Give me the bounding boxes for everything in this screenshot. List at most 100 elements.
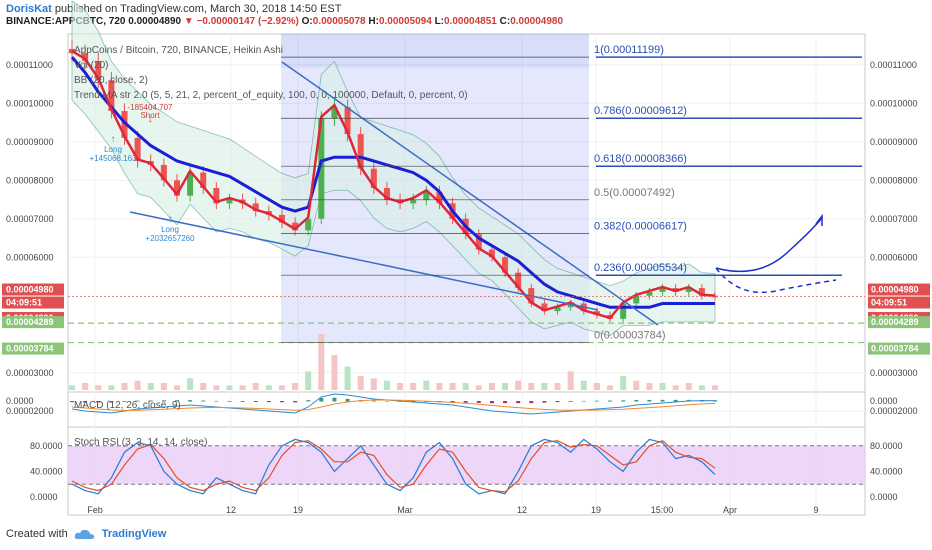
projection-up-arrow	[715, 217, 823, 273]
y-tick-label-left: 0.00011000	[6, 60, 53, 70]
signal-label: Long	[161, 225, 179, 234]
level-a-tag-left-bg	[2, 316, 64, 329]
macd-histogram-bar	[411, 401, 416, 402]
y-tick-label-right: 0.00002000	[870, 406, 918, 416]
down-arrow-icon: ▼	[183, 16, 194, 27]
candle-body	[108, 80, 115, 111]
macd-histogram-bar	[660, 399, 665, 402]
x-tick-label: 12	[517, 505, 527, 515]
macd-histogram-bar	[371, 400, 376, 402]
current-price-tag-left: 0.00004980	[6, 285, 54, 295]
macd-histogram-bar	[174, 400, 179, 402]
candle-body	[620, 303, 627, 319]
macd-histogram-bar	[96, 401, 101, 403]
x-tick-label: Mar	[397, 505, 413, 515]
fib-level-label: 0(0.00003784)	[594, 330, 666, 342]
candle-body	[423, 191, 430, 200]
indicator-bb: BB (20, close, 2)	[74, 75, 148, 86]
level-b-tag-right: 0.00003784	[871, 344, 919, 354]
fib-zone-top	[281, 34, 589, 68]
volume-bar	[646, 383, 653, 390]
macd-signal-line	[71, 399, 716, 411]
volume-bar	[541, 383, 548, 390]
volume-bar	[344, 366, 351, 390]
volume-bar	[554, 383, 561, 390]
volume-bar	[318, 334, 325, 390]
macd-histogram-bar	[647, 399, 652, 402]
volume-bar	[239, 385, 246, 390]
volume-bar	[659, 383, 666, 390]
price-change: −0.00000147 (−2.92%)	[196, 16, 299, 27]
published-text: published on TradingView.com, March 30, …	[54, 3, 342, 15]
symbol-label: BINANCE:APPCBTC, 720	[6, 16, 126, 27]
low-value: 0.00004851	[444, 16, 497, 27]
projection-down-arrow	[715, 267, 837, 294]
volume-bar	[187, 378, 194, 390]
candle-body	[383, 187, 390, 200]
macd-y-tick-right: 0.0000	[870, 396, 898, 406]
macd-histogram-bar	[608, 400, 613, 402]
volume-bar	[712, 385, 718, 390]
level-a-tag-right-bg	[868, 316, 930, 329]
volume-bar	[488, 383, 495, 390]
current-price-tag-right-bg	[868, 283, 930, 296]
candle-body	[331, 107, 338, 119]
volume-bar	[160, 383, 167, 390]
current-price-tag-left-bg	[2, 283, 64, 296]
candle-body	[698, 288, 705, 296]
macd-histogram-bar	[568, 401, 573, 402]
x-tick-label: 12	[226, 505, 236, 515]
countdown-tag-left: 04:09:51	[6, 298, 42, 308]
signal-label: Long	[104, 145, 122, 154]
tradingview-brand[interactable]: TradingView	[101, 528, 167, 540]
y-tick-label-right: 0.00007000	[870, 214, 918, 224]
level-b-tag-right-bg	[868, 342, 930, 355]
y-tick-label-left: 0.00006000	[6, 252, 54, 262]
candle-body	[554, 307, 561, 312]
volume-bar	[620, 376, 627, 390]
y-tick-label-left: 0.00009000	[6, 137, 54, 147]
signal-value: +145068.163	[90, 154, 137, 163]
macd-histogram-bar	[621, 400, 626, 402]
indicator-vol: Vol (20)	[74, 60, 108, 71]
volume-bar	[685, 383, 692, 390]
macd-histogram-bar	[227, 401, 232, 402]
volume-bar	[173, 385, 180, 390]
open-value: 0.00005078	[312, 16, 366, 27]
macd-label: MACD (12, 26, close, 9)	[74, 400, 181, 411]
candle-body	[685, 288, 692, 292]
candle-body	[410, 199, 417, 204]
upper-trendline	[281, 61, 659, 326]
macd-histogram-bar	[83, 401, 88, 403]
candle-body	[633, 295, 640, 304]
volume-bar	[121, 383, 128, 390]
macd-histogram-bar	[109, 401, 114, 403]
close-value: 0.00004980	[510, 16, 564, 27]
y-tick-label-right: 0.00009000	[870, 137, 918, 147]
bollinger-band	[71, 0, 716, 337]
volume-bar	[698, 385, 705, 390]
macd-histogram-bar	[306, 400, 311, 402]
candle-body	[502, 257, 509, 273]
volume-bar	[397, 383, 404, 390]
macd-histogram-bar	[188, 400, 193, 402]
y-tick-label-right: 0.00011000	[870, 60, 917, 70]
volume-bar	[331, 355, 338, 390]
fib-level-label: 1(0.00011199)	[594, 44, 664, 56]
volume-bar	[580, 380, 587, 390]
volume-bar	[449, 383, 456, 390]
volume-bar	[593, 383, 600, 390]
volume-bar	[410, 383, 417, 390]
macd-histogram-bar	[463, 401, 468, 403]
stoch-band	[68, 445, 865, 485]
author-link[interactable]: DorisKat	[6, 3, 52, 15]
candle-body	[200, 172, 207, 188]
projection-up-arrowhead	[815, 213, 823, 226]
candle-body	[344, 107, 351, 135]
macd-histogram-bar	[542, 401, 547, 403]
macd-histogram-bar	[279, 401, 284, 403]
x-tick-label: 9	[813, 505, 818, 515]
macd-histogram-bar	[332, 397, 337, 402]
candle-body	[567, 303, 574, 308]
